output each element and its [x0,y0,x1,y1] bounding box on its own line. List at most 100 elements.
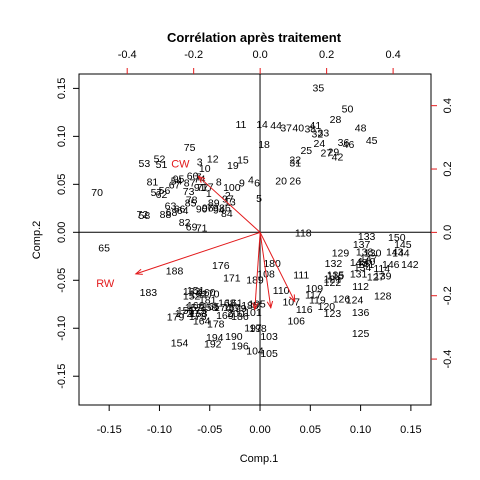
observation-label: 87 [184,177,196,189]
observation-label: 167 [223,302,241,314]
observation-label: 138 [356,246,374,258]
top-tick-label: 0.4 [385,49,400,61]
top-tick-label: 0.0 [253,49,268,61]
observation-label: 131 [350,269,368,281]
observation-label: 6 [254,177,260,189]
observation-label: 122 [324,277,342,289]
observation-label: 91 [194,182,206,194]
x-tick-label: 0.05 [300,424,321,436]
observation-label: 38 [304,124,316,136]
observation-label: 81 [147,176,159,188]
observation-label: 118 [295,227,312,239]
observation-label: 189 [246,274,264,286]
observation-label: 9 [239,177,245,189]
observation-label: 194 [206,332,224,344]
right-tick-label: 0.4 [442,98,454,113]
observation-label: 143 [386,246,404,258]
observation-label: 181 [199,294,217,306]
observation-label: 112 [352,281,369,293]
observation-label: 117 [305,290,322,302]
observation-label: 155 [177,305,195,317]
observation-label: 86 [219,202,231,214]
observation-label: 60 [187,171,199,183]
top-tick-label: -0.4 [118,49,137,61]
variable-arrow [259,232,272,308]
observation-label: 24 [314,138,326,150]
observation-label: 66 [174,203,186,215]
variable-arrow [259,232,296,302]
observation-label: 31 [289,157,301,169]
observation-label: 180 [263,258,281,270]
observation-label: 179 [167,312,185,324]
observation-label: 57 [151,187,163,199]
observation-label: 136 [352,307,370,319]
observation-label: 152 [183,291,201,303]
observation-label: 169 [216,310,234,322]
observation-label: 125 [352,328,370,340]
observation-label: 84 [221,208,233,220]
observation-label: 107 [282,296,300,308]
observation-label: 26 [289,175,301,187]
observation-label: 170 [202,289,220,301]
x-tick-label: -0.10 [147,424,172,436]
right-tick-label: 0.0 [442,225,454,240]
observation-label: 158 [200,302,218,314]
variable-arrowhead [197,175,206,183]
observation-label: 33 [318,128,330,140]
x-tick-label: -0.15 [97,424,122,436]
chart-title: Corrélation après traitement [167,30,342,45]
observation-label: 65 [98,243,110,255]
observation-label: 147 [360,253,378,265]
observation-label: 53 [139,158,151,170]
x-tick-label: -0.05 [197,424,222,436]
observation-label: 32 [312,128,324,140]
observation-label: 146 [382,259,400,271]
right-tick-label: -0.2 [442,286,454,305]
observation-label: 22 [289,154,301,166]
y-tick-label: -0.15 [56,364,68,389]
observation-label: 140 [358,256,376,268]
observation-label: 128 [374,291,392,303]
observation-label: 133 [358,231,376,243]
observation-label: 8 [216,176,222,188]
observation-label: 197 [244,322,262,334]
observation-label: 29 [328,147,340,159]
observation-label: 10 [199,163,211,175]
observation-label: 142 [401,259,419,271]
observation-label: 127 [367,271,385,283]
variable-label: CW [171,158,190,170]
observation-label: 54 [171,175,183,187]
observation-label: 56 [159,185,171,197]
observation-label: 48 [355,123,367,135]
observation-label: 192 [204,339,222,351]
observation-label: 166 [187,300,205,312]
observation-label: 121 [324,273,342,285]
observation-label: 198 [249,323,267,335]
y-axis-right: -0.4 -0.2 0.0 0.2 0.4 [430,98,454,369]
observation-label: 75 [184,142,196,154]
observation-label: 67 [169,179,181,191]
observation-label: 157 [185,302,203,314]
y-tick-label: 0.15 [56,78,68,99]
y-tick-label: 0.10 [56,126,68,147]
observation-label: 111 [293,270,309,282]
x-tick-label: 0.10 [350,424,371,436]
observation-label: 35 [313,82,325,94]
observation-label: 85 [185,198,197,210]
observation-label: 110 [273,285,290,297]
observation-label: 3 [197,156,203,168]
observation-label: 25 [300,145,312,157]
observation-label: 115 [327,270,344,282]
observation-label: 168 [218,297,236,309]
observation-label: 63 [165,200,177,212]
x-axis-top: -0.4 -0.2 0.0 0.2 0.4 [118,49,401,75]
observation-label: 17 [202,181,214,193]
observation-label: 72 [137,209,149,221]
observation-label: 190 [225,331,243,343]
observation-label: 68 [166,207,178,219]
observation-label: 79 [207,202,219,214]
observation-label: 114 [373,263,390,275]
observation-label: 28 [330,114,342,126]
observation-label: 148 [350,257,368,269]
x-tick-label: 0.15 [400,424,421,436]
